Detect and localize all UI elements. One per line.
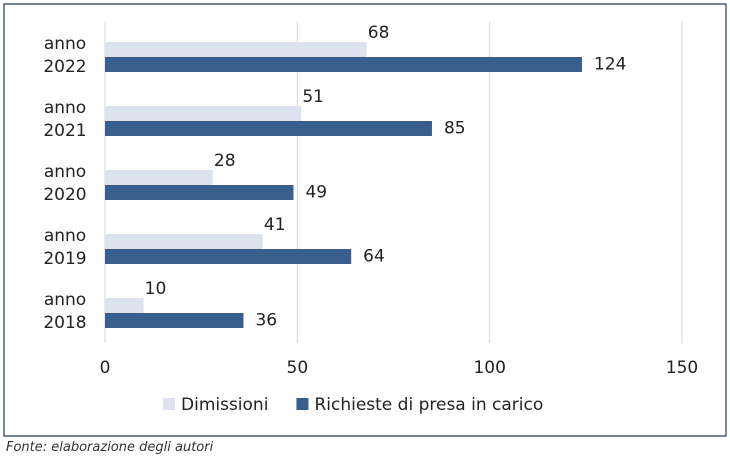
bar — [105, 298, 144, 313]
bar — [105, 313, 244, 328]
legend-label: Richieste di presa in carico — [314, 395, 543, 415]
y-tick-label: anno 2021 — [43, 98, 87, 141]
x-tick-label: 100 — [473, 358, 505, 378]
bar — [105, 42, 367, 57]
bar — [105, 234, 263, 249]
y-tick-label: anno 2018 — [43, 290, 87, 333]
legend-swatch — [296, 398, 309, 410]
data-label: 10 — [145, 279, 167, 299]
data-label: 41 — [264, 215, 286, 235]
bar — [105, 185, 294, 200]
data-label: 124 — [594, 55, 626, 75]
bar — [105, 57, 582, 72]
data-label: 28 — [214, 151, 236, 171]
legend-label: Dimissioni — [181, 395, 268, 415]
y-tick-label: anno 2019 — [43, 226, 87, 269]
bar — [105, 249, 352, 264]
frame — [3, 3, 727, 437]
source-note: Fonte: elaborazione degli autori — [6, 440, 214, 455]
legend-swatch — [163, 398, 175, 410]
data-label: 68 — [368, 23, 390, 43]
x-tick-label: 50 — [287, 358, 309, 378]
y-tick-label: anno 2022 — [43, 34, 87, 77]
data-label: 49 — [305, 183, 327, 203]
data-label: 85 — [444, 119, 466, 139]
y-tick-label: anno 2020 — [43, 162, 87, 205]
x-tick-label: 150 — [666, 358, 698, 378]
bar — [105, 170, 213, 185]
data-label: 64 — [363, 247, 385, 267]
x-tick-label: 0 — [100, 358, 111, 378]
bar — [105, 121, 432, 136]
data-label: 36 — [255, 311, 277, 331]
data-label: 51 — [302, 87, 324, 107]
bar — [105, 106, 302, 121]
